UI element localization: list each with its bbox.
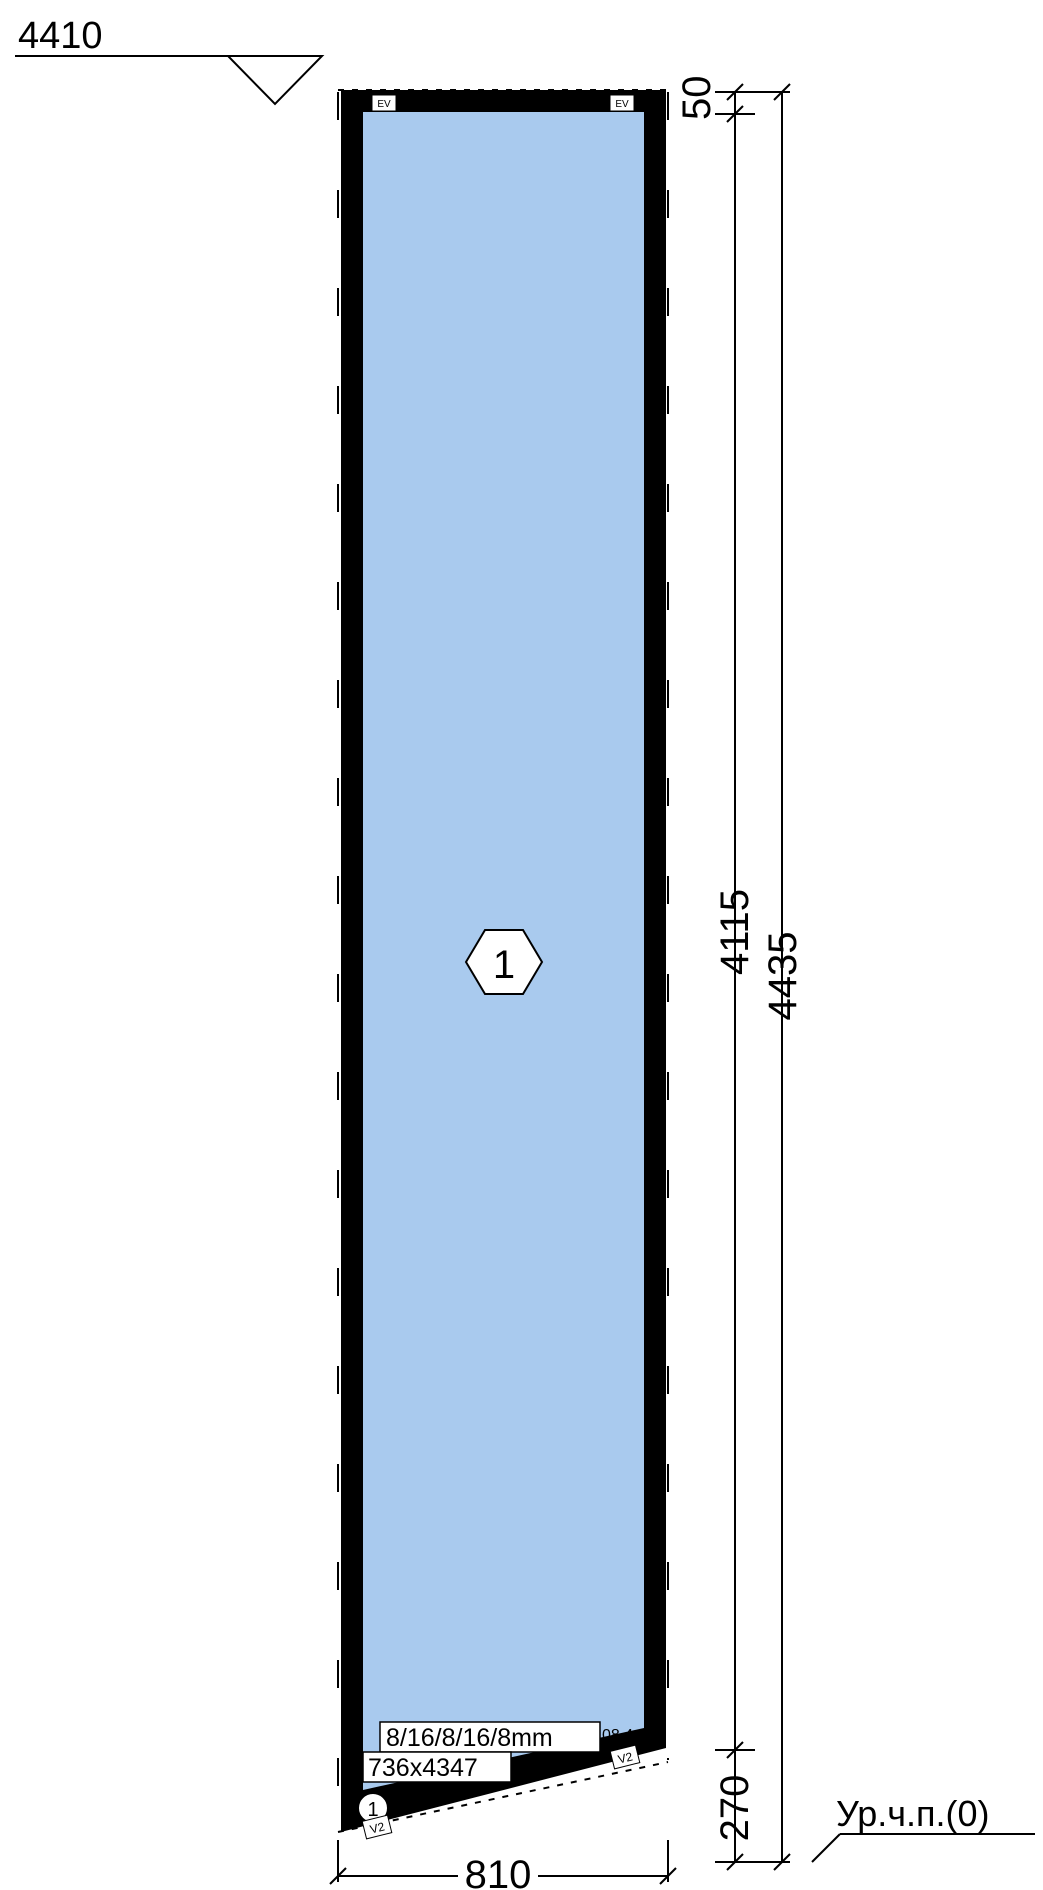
panel-number: 1: [493, 943, 515, 987]
floor-level-label: Ур.ч.п.(0): [836, 1793, 990, 1834]
v2-left-label: V2: [368, 1819, 386, 1836]
top-level-label: 4410: [18, 15, 103, 57]
horizontal-dimension: 810: [329, 1840, 677, 1890]
ev-tag-left: EV: [371, 94, 397, 112]
v2-tag-left: V2: [361, 1814, 393, 1840]
panel-number-marker: 1: [464, 929, 544, 995]
tick-total-bottom: [773, 1853, 791, 1871]
tick-4: [726, 1853, 744, 1871]
dim-width: 810: [465, 1853, 532, 1890]
opening-bottom-dashed: [337, 1761, 669, 1833]
v2-right-label: V2: [616, 1749, 634, 1766]
floor-level-marker: Ур.ч.п.(0): [811, 1793, 1035, 1863]
opening-outline: [337, 89, 669, 1833]
tick-width-right: [659, 1867, 677, 1885]
ev-left-label: EV: [377, 99, 391, 110]
support-marker-label: 1: [367, 1799, 378, 1821]
vertical-dimension-chain: 50 4115 270: [675, 76, 790, 1871]
dim-bottom-offset: 270: [713, 1775, 757, 1842]
glass-spec-box: 8/16/8/16/8mm: [379, 1721, 601, 1753]
top-level-marker: 4410: [15, 15, 325, 106]
tick-width-left: [329, 1867, 347, 1885]
dim-top-offset: 50: [675, 76, 719, 121]
dim-glass-height: 4115: [713, 889, 757, 975]
ev-right-label: EV: [615, 99, 629, 110]
floor-level-leader: [811, 1833, 841, 1863]
v2-tag-right: V2: [609, 1744, 641, 1770]
vertical-dimension-total: 4435: [761, 83, 805, 1871]
ev-tag-right: EV: [609, 94, 635, 112]
triangle-down-icon: [225, 55, 325, 106]
tick-3: [726, 1741, 744, 1759]
glass-spec-text: 8/16/8/16/8mm: [386, 1724, 553, 1752]
tick-2: [726, 105, 744, 123]
glass-size-text: 736x4347: [368, 1754, 478, 1782]
glass-extra-value: 08,4: [602, 1727, 633, 1744]
tick-total-top: [773, 83, 791, 101]
dim-total-height: 4435: [761, 932, 805, 1021]
tick-1: [726, 83, 744, 101]
hexagon-icon: [464, 929, 544, 995]
glass-size-box: 736x4347: [362, 1751, 512, 1783]
